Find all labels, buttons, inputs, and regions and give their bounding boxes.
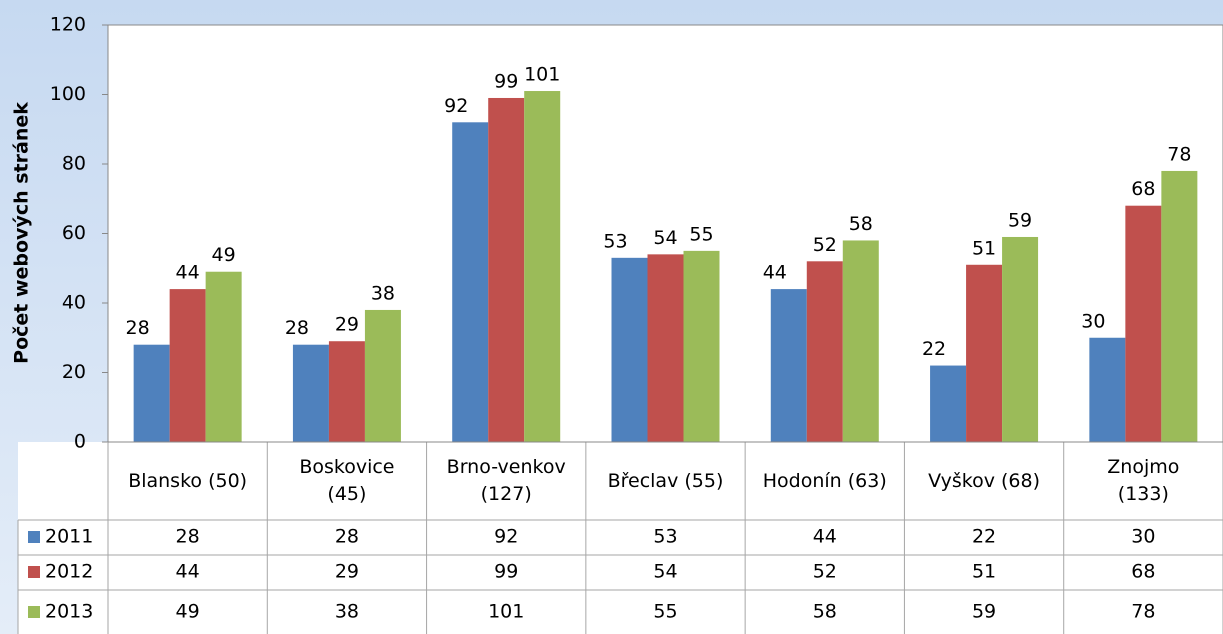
data-label: 53 [603, 230, 627, 252]
table-cell: 58 [813, 601, 837, 623]
bar [169, 289, 206, 442]
data-label: 28 [285, 317, 309, 339]
legend-key [28, 606, 40, 618]
bar [1125, 205, 1162, 442]
table-cell: 29 [335, 561, 359, 583]
bar [770, 289, 807, 442]
table-cell: 55 [653, 601, 677, 623]
data-table [18, 442, 1223, 634]
x-tick-label-box: Brno-venkov (127) [446, 456, 566, 505]
data-label: 30 [1081, 310, 1105, 332]
y-tick-label: 60 [62, 222, 86, 244]
data-label: 59 [1008, 209, 1032, 231]
x-tick-label: Boskovice (45) [299, 456, 395, 505]
table-cell: 78 [1131, 601, 1155, 623]
bar [683, 250, 720, 442]
data-label: 49 [212, 244, 236, 266]
legend-label: 2012 [45, 561, 93, 583]
x-tick-label: Blansko (50) [128, 469, 248, 492]
data-label: 28 [126, 317, 150, 339]
table-cell: 54 [653, 561, 677, 583]
x-tick-label: Břeclav (55) [607, 469, 724, 492]
x-tick-label-box: Blansko (50) [128, 469, 248, 492]
bar [133, 344, 170, 442]
data-label: 55 [689, 223, 713, 245]
bar [930, 365, 967, 442]
data-label: 44 [763, 262, 787, 284]
bar [1002, 236, 1039, 442]
bar [364, 309, 401, 442]
table-cell: 38 [335, 601, 359, 623]
table-cell: 59 [972, 601, 996, 623]
table-cell: 101 [488, 601, 524, 623]
y-tick-label: 0 [74, 431, 86, 453]
data-label: 38 [371, 282, 395, 304]
table-cell: 28 [335, 526, 359, 548]
bar [611, 257, 648, 442]
y-axis-title: Počet webových stránek [11, 102, 33, 364]
data-label: 54 [653, 227, 677, 249]
bar [524, 91, 561, 443]
data-label: 58 [849, 213, 873, 235]
x-tick-label-box: Vyškov (68) [928, 469, 1040, 492]
x-tick-label-box: Břeclav (55) [607, 469, 724, 492]
bar [1089, 337, 1126, 442]
data-label: 92 [444, 95, 468, 117]
table-cell: 49 [176, 601, 200, 623]
table-cell: 52 [813, 561, 837, 583]
x-tick-label: Hodonín (63) [762, 469, 887, 492]
y-tick-label: 100 [50, 83, 86, 105]
data-label: 78 [1167, 143, 1191, 165]
x-tick-label-box: Znojmo (133) [1107, 456, 1180, 505]
table-cell: 30 [1131, 526, 1155, 548]
data-label: 52 [813, 234, 837, 256]
bar [488, 97, 525, 442]
legend-label: 2011 [45, 526, 93, 548]
table-cell: 92 [494, 526, 518, 548]
bar [966, 264, 1003, 442]
data-label: 68 [1131, 178, 1155, 200]
bar [452, 122, 489, 443]
bar [647, 254, 684, 442]
data-label: 101 [524, 64, 560, 86]
data-label: 44 [176, 262, 200, 284]
y-tick-label: 120 [50, 14, 86, 36]
table-cell: 28 [176, 526, 200, 548]
y-tick-label: 40 [62, 292, 86, 314]
table-cell: 22 [972, 526, 996, 548]
data-label: 29 [335, 314, 359, 336]
x-tick-label: Brno-venkov (127) [446, 456, 566, 505]
bar [842, 240, 879, 442]
bar [328, 341, 365, 442]
legend-label: 2013 [45, 601, 93, 623]
x-tick-label: Znojmo (133) [1107, 456, 1180, 505]
x-tick-label-box: Boskovice (45) [299, 456, 395, 505]
x-tick-label-box: Hodonín (63) [762, 469, 887, 492]
bar [806, 261, 843, 442]
table-cell: 99 [494, 561, 518, 583]
y-tick-label: 20 [62, 361, 86, 383]
table-cell: 44 [176, 561, 200, 583]
table-cell: 51 [972, 561, 996, 583]
table-cell: 68 [1131, 561, 1155, 583]
bar [1161, 170, 1198, 442]
data-label: 99 [494, 70, 518, 92]
legend-key [28, 566, 40, 578]
bar [205, 271, 242, 442]
data-label: 51 [972, 237, 996, 259]
table-cell: 44 [813, 526, 837, 548]
bar [292, 344, 329, 442]
x-tick-label: Vyškov (68) [928, 469, 1040, 492]
data-label: 22 [922, 338, 946, 360]
legend-key [28, 531, 40, 543]
y-tick-label: 80 [62, 153, 86, 175]
table-cell: 53 [653, 526, 677, 548]
